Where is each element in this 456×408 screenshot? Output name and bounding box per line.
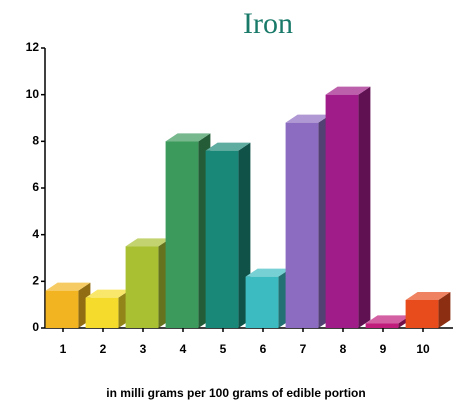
bar-face (438, 292, 451, 328)
bar (245, 268, 291, 328)
bar-face (365, 323, 399, 328)
bar-face (85, 289, 131, 298)
x-tick-label: 8 (340, 342, 347, 356)
bar-face (205, 150, 239, 328)
bar (165, 133, 211, 328)
bar (205, 142, 251, 328)
x-axis-label: in milli grams per 100 grams of edible p… (106, 386, 365, 400)
chart-title: Iron (243, 7, 293, 40)
bar (365, 315, 411, 328)
x-tick-label: 3 (140, 342, 147, 356)
bar-face (285, 122, 319, 329)
bar (85, 289, 131, 328)
bar-face (405, 300, 439, 328)
x-tick-label: 7 (300, 342, 307, 356)
bar (325, 86, 371, 329)
bar-face (245, 276, 279, 328)
bar (285, 114, 331, 329)
x-tick-label: 9 (380, 342, 387, 356)
bar-face (165, 141, 199, 328)
bar-face (205, 142, 251, 151)
x-tick-label: 1 (60, 342, 67, 356)
x-tick-label: 5 (220, 342, 227, 356)
bar-face (45, 282, 91, 291)
bar-face (365, 315, 411, 324)
bar-face (325, 94, 359, 329)
x-tick-label: 4 (180, 342, 187, 356)
y-tick-label: 8 (32, 134, 39, 148)
y-tick-label: 6 (32, 180, 39, 194)
y-tick-label: 4 (32, 227, 39, 241)
bar-face (85, 297, 119, 328)
x-tick-label: 6 (260, 342, 267, 356)
x-tick-label: 2 (100, 342, 107, 356)
y-tick-label: 12 (26, 40, 40, 54)
x-tick-label: 10 (416, 342, 430, 356)
y-tick-label: 10 (26, 87, 40, 101)
y-tick-label: 2 (32, 274, 39, 288)
bar-face (125, 238, 171, 247)
bar-face (165, 133, 211, 142)
bar (45, 282, 91, 328)
y-tick-label: 0 (32, 320, 39, 334)
bar-face (358, 86, 371, 329)
bar (125, 238, 171, 328)
bar-face (45, 290, 79, 328)
bar-face (285, 114, 331, 123)
bar-face (245, 268, 291, 277)
bar-face (125, 246, 159, 328)
bar (405, 292, 451, 328)
bar-face (405, 292, 451, 300)
bar-face (325, 86, 371, 95)
